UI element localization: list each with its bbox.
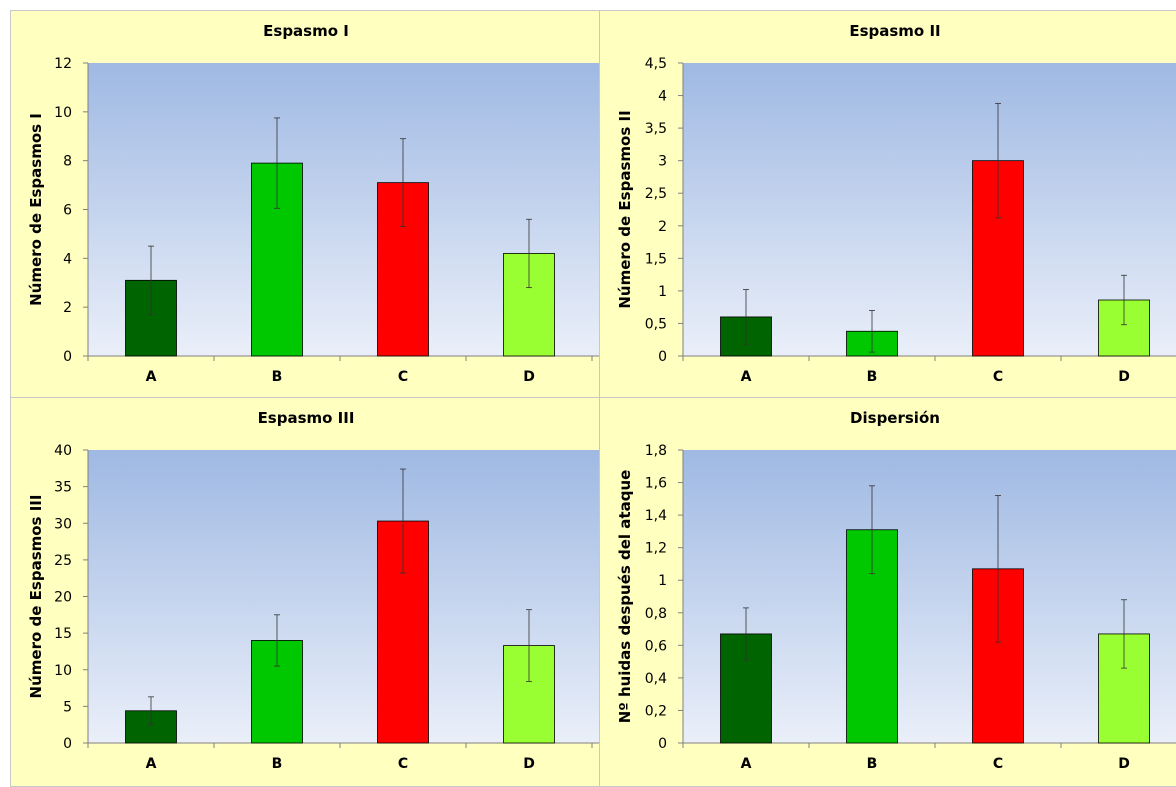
y-tick-label: 0,4 bbox=[645, 671, 667, 687]
x-tick-label-d: D bbox=[1118, 369, 1130, 385]
y-tick-label: 6 bbox=[63, 203, 72, 219]
y-tick-label: 1,6 bbox=[645, 476, 667, 492]
chart-title: Espasmo I bbox=[263, 22, 349, 40]
chart-svg-espasmo-3: Espasmo III Número de Espasmos III 0 5 10 15 2… bbox=[27, 409, 599, 772]
chart-panel-dispersion: Dispersión Nº huidas después del ataque 0 0… bbox=[599, 397, 1176, 787]
x-tick-label-b: B bbox=[272, 756, 283, 772]
x-tick-label-c: C bbox=[993, 369, 1003, 385]
x-tick-label-a: A bbox=[741, 369, 752, 385]
y-tick-label: 2 bbox=[658, 219, 667, 235]
y-tick-label: 0,8 bbox=[645, 606, 667, 622]
x-tick-label-d: D bbox=[1118, 756, 1130, 772]
y-tick-label: 0,6 bbox=[645, 638, 667, 654]
chart-panel-espasmo-3: Espasmo III Número de Espasmos III 0 5 10 15 2… bbox=[10, 397, 600, 787]
chart-svg-dispersion: Dispersión Nº huidas después del ataque 0 0… bbox=[616, 409, 1176, 772]
y-tick-label: 1,8 bbox=[645, 443, 667, 459]
y-tick-label: 2,5 bbox=[645, 186, 667, 202]
y-tick-label: 0 bbox=[63, 349, 72, 365]
y-tick-label: 1 bbox=[658, 284, 667, 300]
y-tick-label: 0,5 bbox=[645, 316, 667, 332]
y-tick-label: 0 bbox=[658, 349, 667, 365]
chart-title: Dispersión bbox=[850, 409, 940, 427]
plot-area bbox=[683, 63, 1176, 356]
y-tick-label: 1,5 bbox=[645, 251, 667, 267]
y-tick-label: 4,5 bbox=[645, 56, 667, 72]
y-tick-label: 25 bbox=[54, 553, 72, 569]
x-tick-label-c: C bbox=[993, 756, 1003, 772]
chart-panel-espasmo-1: Espasmo I Número de Espasmos I 0 2 4 6 8 10 12 A B… bbox=[10, 10, 600, 398]
y-tick-label: 20 bbox=[54, 590, 72, 606]
y-tick-label: 30 bbox=[54, 516, 72, 532]
y-tick-label: 1,4 bbox=[645, 508, 667, 524]
y-tick-label: 10 bbox=[54, 663, 72, 679]
x-tick-label-a: A bbox=[741, 756, 752, 772]
y-tick-label: 0 bbox=[658, 736, 667, 752]
x-tick-label-a: A bbox=[146, 369, 157, 385]
chart-title: Espasmo III bbox=[258, 409, 355, 427]
y-axis-label: Número de Espasmos II bbox=[616, 110, 634, 308]
y-axis-label: Número de Espasmos III bbox=[27, 495, 45, 699]
y-tick-label: 35 bbox=[54, 480, 72, 496]
chart-panel-espasmo-2: Espasmo II Número de Espasmos II 0 0,5 1 1,5 2… bbox=[599, 10, 1176, 398]
y-tick-label: 8 bbox=[63, 154, 72, 170]
y-tick-label: 15 bbox=[54, 626, 72, 642]
y-tick-label: 0,2 bbox=[645, 703, 667, 719]
y-axis-label: Nº huidas después del ataque bbox=[616, 470, 634, 724]
x-tick-label-d: D bbox=[523, 369, 535, 385]
y-tick-label: 10 bbox=[54, 105, 72, 121]
y-tick-label: 12 bbox=[54, 56, 72, 72]
y-tick-label: 2 bbox=[63, 300, 72, 316]
x-tick-label-b: B bbox=[272, 369, 283, 385]
chart-svg-espasmo-2: Espasmo II Número de Espasmos II 0 0,5 1 1,5 2… bbox=[616, 22, 1176, 385]
bar-d bbox=[1098, 633, 1150, 744]
y-tick-label: 1,2 bbox=[645, 541, 667, 557]
y-tick-label: 4 bbox=[63, 251, 72, 267]
y-tick-label: 1 bbox=[658, 573, 667, 589]
y-tick-label: 4 bbox=[658, 89, 667, 105]
x-tick-label-d: D bbox=[523, 756, 535, 772]
y-tick-label: 3 bbox=[658, 154, 667, 170]
x-tick-label-b: B bbox=[867, 369, 878, 385]
chart-title: Espasmo II bbox=[849, 22, 940, 40]
x-tick-label-c: C bbox=[398, 756, 408, 772]
y-tick-label: 5 bbox=[63, 699, 72, 715]
y-tick-label: 40 bbox=[54, 443, 72, 459]
y-axis-label: Número de Espasmos I bbox=[27, 113, 45, 306]
x-tick-label-b: B bbox=[867, 756, 878, 772]
chart-svg-espasmo-1: Espasmo I Número de Espasmos I 0 2 4 6 8 10 12 A B… bbox=[27, 22, 599, 385]
y-tick-label: 0 bbox=[63, 736, 72, 752]
y-tick-label: 3,5 bbox=[645, 121, 667, 137]
x-tick-label-a: A bbox=[146, 756, 157, 772]
x-tick-label-c: C bbox=[398, 369, 408, 385]
